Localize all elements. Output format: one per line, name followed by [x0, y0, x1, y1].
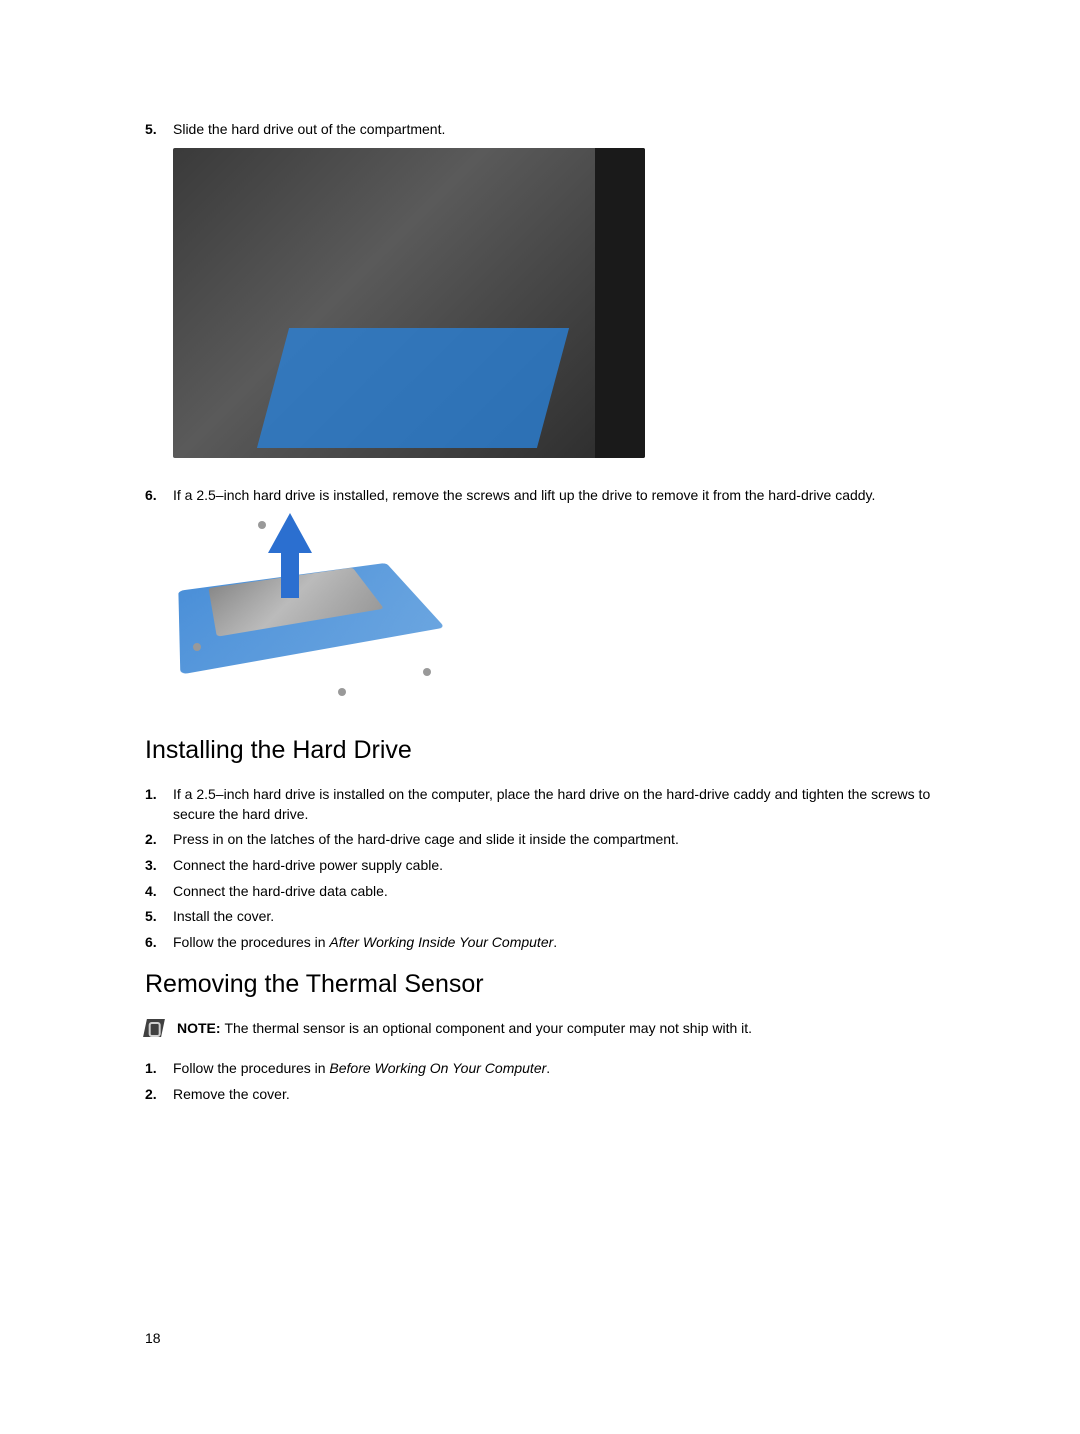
note-block: NOTE: The thermal sensor is an optional … — [145, 1019, 935, 1039]
step-number: 1. — [145, 1059, 173, 1079]
note-text: NOTE: The thermal sensor is an optional … — [177, 1019, 752, 1039]
install-step-2: 2. Press in on the latches of the hard-d… — [145, 830, 935, 850]
step-text: Install the cover. — [173, 907, 935, 927]
step-number: 5. — [145, 120, 173, 140]
step-text: Press in on the latches of the hard-driv… — [173, 830, 935, 850]
step-number: 2. — [145, 830, 173, 850]
step-number: 1. — [145, 785, 173, 824]
step-6: 6. If a 2.5–inch hard drive is installed… — [145, 486, 935, 506]
note-icon — [143, 1019, 165, 1037]
install-step-3: 3. Connect the hard-drive power supply c… — [145, 856, 935, 876]
step-text: Connect the hard-drive data cable. — [173, 882, 935, 902]
text-fragment: . — [546, 1060, 550, 1076]
step-number: 6. — [145, 933, 173, 953]
step-text: Connect the hard-drive power supply cabl… — [173, 856, 935, 876]
step-text: If a 2.5–inch hard drive is installed, r… — [173, 486, 935, 506]
install-step-1: 1. If a 2.5–inch hard drive is installed… — [145, 785, 935, 824]
step-5: 5. Slide the hard drive out of the compa… — [145, 120, 935, 140]
reference-link: After Working Inside Your Computer — [329, 934, 553, 950]
step-text: Follow the procedures in After Working I… — [173, 933, 935, 953]
reference-link: Before Working On Your Computer — [329, 1060, 546, 1076]
figure-hard-drive-slide-out — [173, 148, 645, 458]
remove-step-1: 1. Follow the procedures in Before Worki… — [145, 1059, 935, 1079]
figure-hard-drive-caddy-remove — [173, 513, 451, 708]
remove-step-2: 2. Remove the cover. — [145, 1085, 935, 1105]
install-step-5: 5. Install the cover. — [145, 907, 935, 927]
install-step-4: 4. Connect the hard-drive data cable. — [145, 882, 935, 902]
step-number: 2. — [145, 1085, 173, 1105]
heading-removing-thermal-sensor: Removing the Thermal Sensor — [145, 970, 935, 999]
step-text: Follow the procedures in Before Working … — [173, 1059, 935, 1079]
text-fragment: . — [553, 934, 557, 950]
step-text: If a 2.5–inch hard drive is installed on… — [173, 785, 935, 824]
install-step-6: 6. Follow the procedures in After Workin… — [145, 933, 935, 953]
step-number: 5. — [145, 907, 173, 927]
note-label: NOTE: — [177, 1020, 224, 1036]
heading-installing-hard-drive: Installing the Hard Drive — [145, 736, 935, 765]
page-number: 18 — [145, 1330, 161, 1346]
note-body: The thermal sensor is an optional compon… — [224, 1020, 752, 1036]
step-number: 6. — [145, 486, 173, 506]
text-fragment: Follow the procedures in — [173, 934, 329, 950]
step-text: Remove the cover. — [173, 1085, 935, 1105]
step-number: 4. — [145, 882, 173, 902]
step-number: 3. — [145, 856, 173, 876]
text-fragment: Follow the procedures in — [173, 1060, 329, 1076]
step-text: Slide the hard drive out of the compartm… — [173, 120, 935, 140]
